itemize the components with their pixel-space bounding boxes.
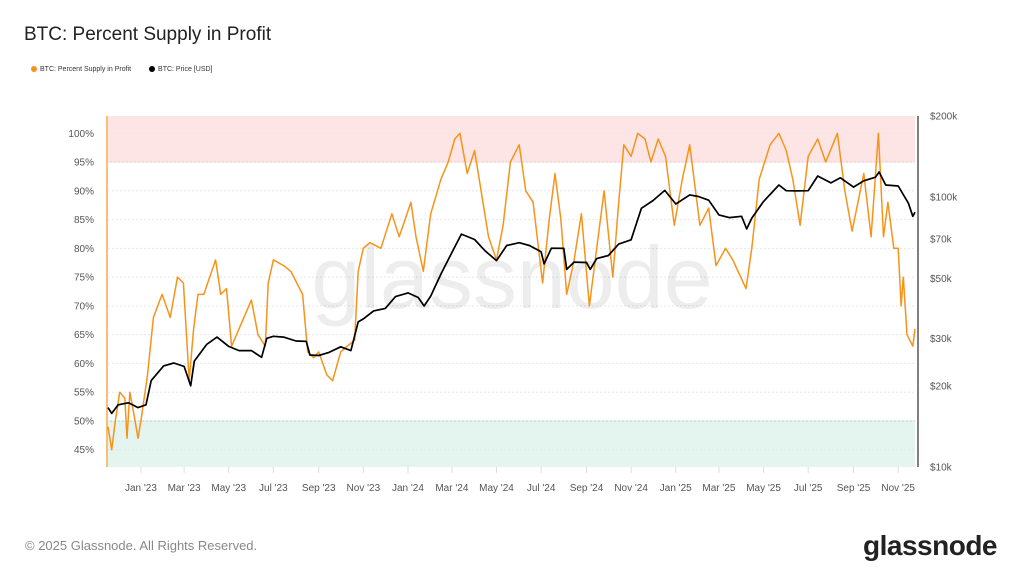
legend-dot-icon [31, 66, 37, 72]
x-tick-label: Nov '23 [347, 483, 381, 494]
legend-dot-icon [149, 66, 156, 72]
legend-label: BTC: Price [USD] [158, 66, 213, 73]
x-tick-label: Jul '23 [259, 483, 288, 494]
y-left-tick-label: 50% [74, 416, 94, 427]
glassnode-logo: glassnode [863, 530, 997, 561]
x-tick-label: Jan '24 [392, 483, 424, 494]
y-right-tick-label: $50k [930, 274, 953, 285]
percent-supply-in-profit-line [107, 132, 916, 451]
x-tick-label: Jan '25 [660, 483, 692, 494]
x-tick-label: Jan '23 [125, 483, 157, 494]
x-tick-label: May '25 [746, 483, 781, 494]
y-left-tick-label: 75% [74, 273, 94, 284]
x-tick-label: May '23 [211, 483, 246, 494]
y-left-tick-label: 95% [74, 158, 94, 169]
x-tick-label: Sep '23 [302, 483, 336, 494]
y-right-tick-label: $100k [930, 193, 958, 204]
y-left-tick-label: 45% [74, 445, 94, 456]
x-tick-label: Sep '25 [837, 483, 871, 494]
x-tick-label: Mar '24 [435, 483, 468, 494]
y-right-tick-label: $10k [930, 463, 953, 474]
y-left-tick-label: 100% [68, 129, 94, 140]
y-left-tick-label: 85% [74, 215, 94, 226]
copyright: © 2025 Glassnode. All Rights Reserved. [25, 538, 258, 553]
x-tick-label: Mar '25 [702, 483, 735, 494]
x-tick-label: Nov '24 [614, 483, 648, 494]
x-tick-label: May '24 [479, 483, 514, 494]
legend-label: BTC: Percent Supply in Profit [40, 66, 132, 73]
y-right-tick-label: $30k [930, 334, 953, 345]
y-right-tick-label: $200k [930, 112, 958, 123]
y-left-tick-label: 80% [74, 244, 94, 255]
y-left-tick-label: 70% [74, 301, 94, 312]
y-left-tick-label: 90% [74, 186, 94, 197]
x-tick-label: Jul '24 [527, 483, 556, 494]
x-tick-label: Nov '25 [881, 483, 915, 494]
legend: BTC: Percent Supply in Profit BTC: Price… [31, 66, 213, 73]
x-tick-label: Sep '24 [570, 483, 604, 494]
x-tick-label: Mar '23 [168, 483, 201, 494]
y-left-tick-label: 65% [74, 330, 94, 341]
legend-item-percent-supply[interactable]: BTC: Percent Supply in Profit [31, 66, 131, 73]
chart-title: BTC: Percent Supply in Profit [24, 24, 272, 45]
price-line [107, 171, 916, 415]
legend-item-price[interactable]: BTC: Price [USD] [149, 66, 213, 73]
zone-band [108, 420, 915, 467]
y-left-tick-label: 60% [74, 359, 94, 370]
y-right-tick-label: $20k [930, 381, 953, 392]
x-tick-label: Jul '25 [794, 483, 823, 494]
zone-band [108, 116, 915, 163]
y-left-tick-label: 55% [74, 388, 94, 399]
y-right-tick-label: $70k [930, 235, 953, 246]
